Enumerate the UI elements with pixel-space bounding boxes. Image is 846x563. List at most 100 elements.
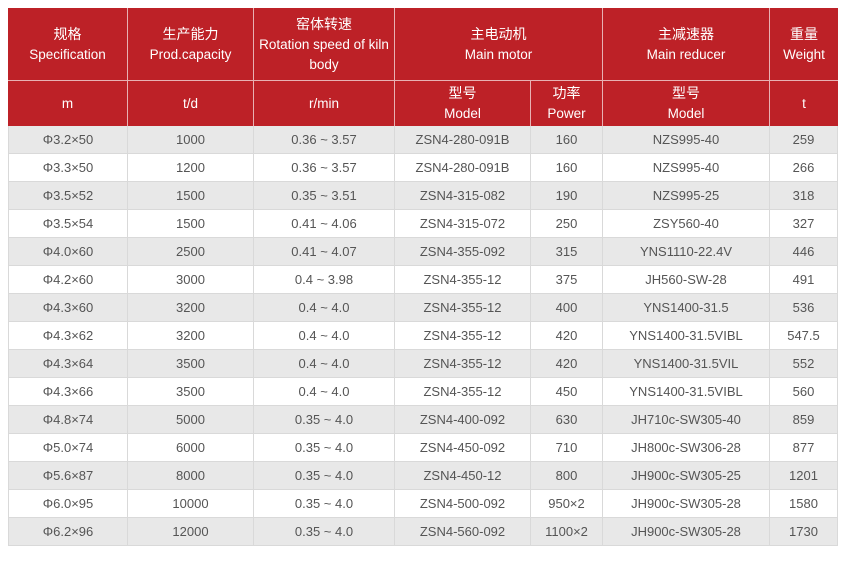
weight-cell: 1201	[769, 462, 838, 490]
subheader-motor-power: 功率 Power	[530, 80, 602, 126]
rotation-speed-cell: 0.35 ~ 4.0	[253, 462, 394, 490]
specification-cell: Φ3.2×50	[8, 126, 127, 154]
motor-model-cell: ZSN4-355-12	[394, 266, 530, 294]
header-main-reducer-zh: 主减速器	[658, 25, 714, 42]
reducer-model-cell: YNS1400-31.5VIBL	[602, 322, 769, 350]
rotation-speed-cell: 0.36 ~ 3.57	[253, 154, 394, 182]
table-header: 规格 Specification 生产能力 Prod.capacity 窑体转速…	[8, 8, 838, 126]
motor-power-cell: 1100×2	[530, 518, 602, 546]
table-row: Φ4.2×60 3000 0.4 ~ 3.98 ZSN4-355-12 375 …	[8, 266, 838, 294]
specification-cell: Φ3.3×50	[8, 154, 127, 182]
motor-model-cell: ZSN4-355-092	[394, 238, 530, 266]
reducer-model-cell: JH710c-SW305-40	[602, 406, 769, 434]
motor-model-cell: ZSN4-400-092	[394, 406, 530, 434]
motor-model-cell: ZSN4-500-092	[394, 490, 530, 518]
motor-power-cell: 160	[530, 126, 602, 154]
motor-model-cell: ZSN4-280-091B	[394, 126, 530, 154]
subheader-motor-power-zh: 功率	[552, 85, 581, 101]
specification-cell: Φ6.0×95	[8, 490, 127, 518]
motor-model-cell: ZSN4-355-12	[394, 378, 530, 406]
reducer-model-cell: JH900c-SW305-25	[602, 462, 769, 490]
header-capacity-zh: 生产能力	[162, 25, 219, 42]
weight-cell: 877	[769, 434, 838, 462]
weight-cell: 536	[769, 294, 838, 322]
reducer-model-cell: NZS995-40	[602, 154, 769, 182]
header-main-motor-en: Main motor	[464, 46, 533, 62]
specification-cell: Φ4.3×64	[8, 350, 127, 378]
reducer-model-cell: JH900c-SW305-28	[602, 518, 769, 546]
weight-cell: 266	[769, 154, 838, 182]
prod-capacity-cell: 3200	[127, 294, 253, 322]
motor-model-cell: ZSN4-280-091B	[394, 154, 530, 182]
rotation-speed-cell: 0.4 ~ 4.0	[253, 294, 394, 322]
weight-cell: 491	[769, 266, 838, 294]
unit-weight: t	[769, 80, 838, 126]
specification-cell: Φ4.3×62	[8, 322, 127, 350]
table-row: Φ5.0×74 6000 0.35 ~ 4.0 ZSN4-450-092 710…	[8, 434, 838, 462]
reducer-model-cell: JH900c-SW305-28	[602, 490, 769, 518]
weight-cell: 259	[769, 126, 838, 154]
table-row: Φ3.5×52 1500 0.35 ~ 3.51 ZSN4-315-082 19…	[8, 182, 838, 210]
table-row: Φ4.8×74 5000 0.35 ~ 4.0 ZSN4-400-092 630…	[8, 406, 838, 434]
table-row: Φ5.6×87 8000 0.35 ~ 4.0 ZSN4-450-12 800 …	[8, 462, 838, 490]
weight-cell: 327	[769, 210, 838, 238]
table-row: Φ3.3×50 1200 0.36 ~ 3.57 ZSN4-280-091B 1…	[8, 154, 838, 182]
table-row: Φ6.2×96 12000 0.35 ~ 4.0 ZSN4-560-092 11…	[8, 518, 838, 546]
table-row: Φ4.3×60 3200 0.4 ~ 4.0 ZSN4-355-12 400 Y…	[8, 294, 838, 322]
table-row: Φ4.3×64 3500 0.4 ~ 4.0 ZSN4-355-12 420 Y…	[8, 350, 838, 378]
subheader-motor-power-en: Power	[547, 106, 586, 121]
prod-capacity-cell: 1000	[127, 126, 253, 154]
rotation-speed-cell: 0.4 ~ 4.0	[253, 378, 394, 406]
header-main-motor: 主电动机 Main motor	[394, 8, 602, 80]
specification-cell: Φ4.3×60	[8, 294, 127, 322]
kiln-spec-table: 规格 Specification 生产能力 Prod.capacity 窑体转速…	[8, 8, 838, 546]
rotation-speed-cell: 0.35 ~ 3.51	[253, 182, 394, 210]
subheader-motor-model-zh: 型号	[448, 85, 477, 101]
reducer-model-cell: YNS1110-22.4V	[602, 238, 769, 266]
prod-capacity-cell: 1200	[127, 154, 253, 182]
subheader-motor-model: 型号 Model	[394, 80, 530, 126]
prod-capacity-cell: 12000	[127, 518, 253, 546]
weight-cell: 552	[769, 350, 838, 378]
subheader-reducer-model-en: Model	[667, 106, 705, 121]
rotation-speed-cell: 0.4 ~ 4.0	[253, 350, 394, 378]
rotation-speed-cell: 0.35 ~ 4.0	[253, 406, 394, 434]
subheader-reducer-model-zh: 型号	[672, 85, 700, 101]
specification-cell: Φ4.2×60	[8, 266, 127, 294]
prod-capacity-cell: 3500	[127, 350, 253, 378]
motor-power-cell: 950×2	[530, 490, 602, 518]
motor-power-cell: 800	[530, 462, 602, 490]
prod-capacity-cell: 6000	[127, 434, 253, 462]
table-row: Φ4.3×62 3200 0.4 ~ 4.0 ZSN4-355-12 420 Y…	[8, 322, 838, 350]
header-specification-zh: 规格	[53, 25, 82, 42]
prod-capacity-cell: 2500	[127, 238, 253, 266]
header-weight-zh: 重量	[790, 25, 818, 42]
header-specification-en: Specification	[29, 46, 106, 62]
weight-cell: 1730	[769, 518, 838, 546]
motor-power-cell: 420	[530, 322, 602, 350]
motor-model-cell: ZSN4-355-12	[394, 322, 530, 350]
unit-specification: m	[8, 80, 127, 126]
rotation-speed-cell: 0.4 ~ 3.98	[253, 266, 394, 294]
motor-power-cell: 190	[530, 182, 602, 210]
specification-cell: Φ4.0×60	[8, 238, 127, 266]
spec-table-body: Φ3.2×50 1000 0.36 ~ 3.57 ZSN4-280-091B 1…	[8, 126, 838, 546]
table-row: Φ4.3×66 3500 0.4 ~ 4.0 ZSN4-355-12 450 Y…	[8, 378, 838, 406]
weight-cell: 318	[769, 182, 838, 210]
specification-cell: Φ5.6×87	[8, 462, 127, 490]
header-specification: 规格 Specification	[8, 8, 127, 80]
rotation-speed-cell: 0.35 ~ 4.0	[253, 434, 394, 462]
unit-rotation-speed-label: r/min	[309, 95, 339, 111]
kiln-spec-table-container: 规格 Specification 生产能力 Prod.capacity 窑体转速…	[8, 8, 838, 546]
motor-power-cell: 160	[530, 154, 602, 182]
rotation-speed-cell: 0.4 ~ 4.0	[253, 322, 394, 350]
prod-capacity-cell: 8000	[127, 462, 253, 490]
rotation-speed-cell: 0.35 ~ 4.0	[253, 490, 394, 518]
motor-power-cell: 315	[530, 238, 602, 266]
motor-power-cell: 250	[530, 210, 602, 238]
rotation-speed-cell: 0.41 ~ 4.06	[253, 210, 394, 238]
prod-capacity-cell: 10000	[127, 490, 253, 518]
unit-rotation-speed: r/min	[253, 80, 394, 126]
header-rotation-speed: 窑体转速 Rotation speed of kiln body	[253, 8, 394, 80]
rotation-speed-cell: 0.36 ~ 3.57	[253, 126, 394, 154]
